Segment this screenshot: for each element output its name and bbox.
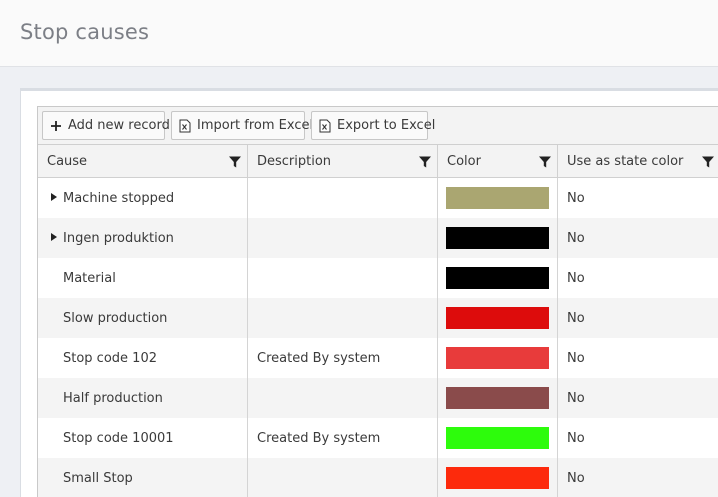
table-row[interactable]: Small Stop No [38,458,718,497]
excel-file-icon [319,119,331,133]
cell-state-color: No [558,178,718,218]
stop-causes-grid: Add new record Import from Excel Export … [37,106,718,497]
color-swatch [446,347,549,369]
cell-state-color: No [558,338,718,378]
color-swatch [446,427,549,449]
export-to-excel-label: Export to Excel [337,118,436,133]
cause-text: Ingen produktion [63,230,174,246]
expand-arrow-icon[interactable] [51,193,57,201]
add-new-record-label: Add new record [68,118,170,133]
cell-cause: Small Stop [38,458,248,497]
column-header-description[interactable]: Description [248,145,438,178]
expand-arrow-icon[interactable] [51,233,57,241]
filter-icon[interactable] [418,155,432,169]
filter-icon[interactable] [701,155,715,169]
cause-text: Half production [63,390,163,406]
color-swatch [446,387,549,409]
color-swatch [446,187,549,209]
export-to-excel-button[interactable]: Export to Excel [311,111,435,140]
cell-color [438,178,558,218]
cell-description [248,298,438,338]
cell-description: Created By system [248,338,438,378]
cell-state-color: No [558,258,718,298]
cell-cause: Stop code 102 [38,338,248,378]
cell-color [438,298,558,338]
cell-cause: Ingen produktion [38,218,248,258]
table-row[interactable]: Ingen produktion No [38,218,718,258]
cell-color [438,378,558,418]
cell-state-color: No [558,218,718,258]
cell-state-color: No [558,298,718,338]
table-row[interactable]: Half production No [38,378,718,418]
color-swatch [446,267,549,289]
cell-description: Created By system [248,418,438,458]
cause-text: Stop code 10001 [63,430,174,446]
filter-icon[interactable] [228,155,242,169]
cause-text: Stop code 102 [63,350,157,366]
cell-color [438,458,558,497]
cause-text: Machine stopped [63,190,175,206]
table-row[interactable]: Slow production No [38,298,718,338]
cell-cause: Stop code 10001 [38,418,248,458]
import-from-excel-button[interactable]: Import from Excel [171,111,313,140]
excel-file-icon [179,119,191,133]
content-panel: Add new record Import from Excel Export … [20,88,718,497]
cause-text: Slow production [63,310,168,326]
cell-state-color: No [558,418,718,458]
cell-description [248,218,438,258]
cell-cause: Material [38,258,248,298]
plus-icon [50,119,62,133]
cell-state-color: No [558,378,718,418]
color-swatch [446,467,549,489]
cell-cause: Half production [38,378,248,418]
add-new-record-button[interactable]: Add new record [42,111,170,140]
import-from-excel-label: Import from Excel [197,118,314,133]
column-header-label: Use as state color [567,154,684,169]
column-header-label: Description [257,154,332,169]
table-row[interactable]: Stop code 102 Created By system No [38,338,718,378]
filter-icon[interactable] [538,155,552,169]
column-header-cause[interactable]: Cause [38,145,248,178]
table-row[interactable]: Material No [38,258,718,298]
cell-cause: Machine stopped [38,178,248,218]
cause-text: Material [63,270,116,286]
column-header-color[interactable]: Color [438,145,558,178]
column-header-label: Cause [47,154,88,169]
cell-cause: Slow production [38,298,248,338]
page-header: Stop causes [0,0,718,67]
cell-description [248,378,438,418]
cell-color [438,218,558,258]
column-header-state-color[interactable]: Use as state color [558,145,718,178]
table-row[interactable]: Stop code 10001 Created By system No [38,418,718,458]
page-title: Stop causes [20,20,150,44]
grid-header: Cause Description Color Use as state col… [38,145,718,178]
color-swatch [446,227,549,249]
cell-color [438,338,558,378]
cell-color [438,418,558,458]
cause-text: Small Stop [63,470,133,486]
cell-description [248,258,438,298]
cell-description [248,178,438,218]
cell-color [438,258,558,298]
color-swatch [446,307,549,329]
grid-toolbar: Add new record Import from Excel Export … [38,107,718,145]
cell-description [248,458,438,497]
table-row[interactable]: Machine stopped No [38,178,718,218]
column-header-label: Color [447,154,481,169]
cell-state-color: No [558,458,718,497]
